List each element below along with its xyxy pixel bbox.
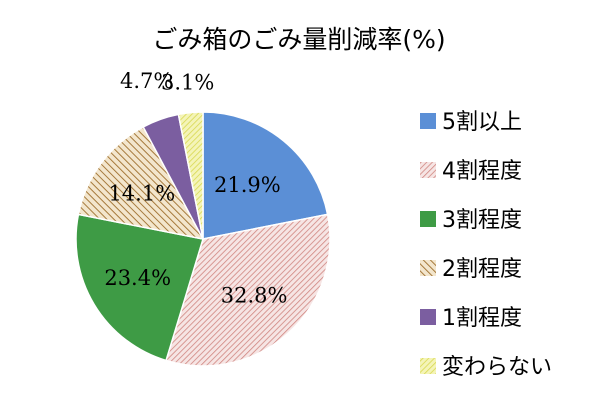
legend-label-3: 2割程度 bbox=[442, 257, 522, 282]
data-label-4: 4.7% bbox=[120, 69, 173, 93]
data-label-1: 32.8% bbox=[221, 284, 288, 308]
legend-label-0: 5割以上 bbox=[442, 110, 522, 135]
legend-swatch-5 bbox=[420, 358, 436, 374]
data-label-0: 21.9% bbox=[214, 173, 281, 197]
legend-label-1: 4割程度 bbox=[442, 159, 522, 184]
legend-label-5: 変わらない bbox=[442, 355, 552, 380]
data-label-2: 23.4% bbox=[104, 266, 171, 290]
legend-swatch-3 bbox=[420, 260, 436, 276]
pie-slice-2 bbox=[75, 213, 204, 362]
legend-swatch-2 bbox=[420, 211, 436, 227]
chart-title: ごみ箱のごみ量削減率(%) bbox=[152, 25, 446, 54]
legend-swatch-0 bbox=[420, 113, 436, 129]
legend-swatch-4 bbox=[420, 309, 436, 325]
data-label-5: 3.1% bbox=[161, 70, 214, 94]
data-label-3: 14.1% bbox=[108, 182, 175, 206]
pie-slice-5 bbox=[177, 111, 204, 240]
legend-label-4: 1割程度 bbox=[442, 306, 522, 331]
legend-label-2: 3割程度 bbox=[442, 208, 522, 233]
pie-slice-0 bbox=[202, 111, 329, 240]
pie-slice-3 bbox=[77, 125, 205, 241]
pie-slice-1 bbox=[165, 213, 331, 367]
legend-swatch-1 bbox=[420, 162, 436, 178]
